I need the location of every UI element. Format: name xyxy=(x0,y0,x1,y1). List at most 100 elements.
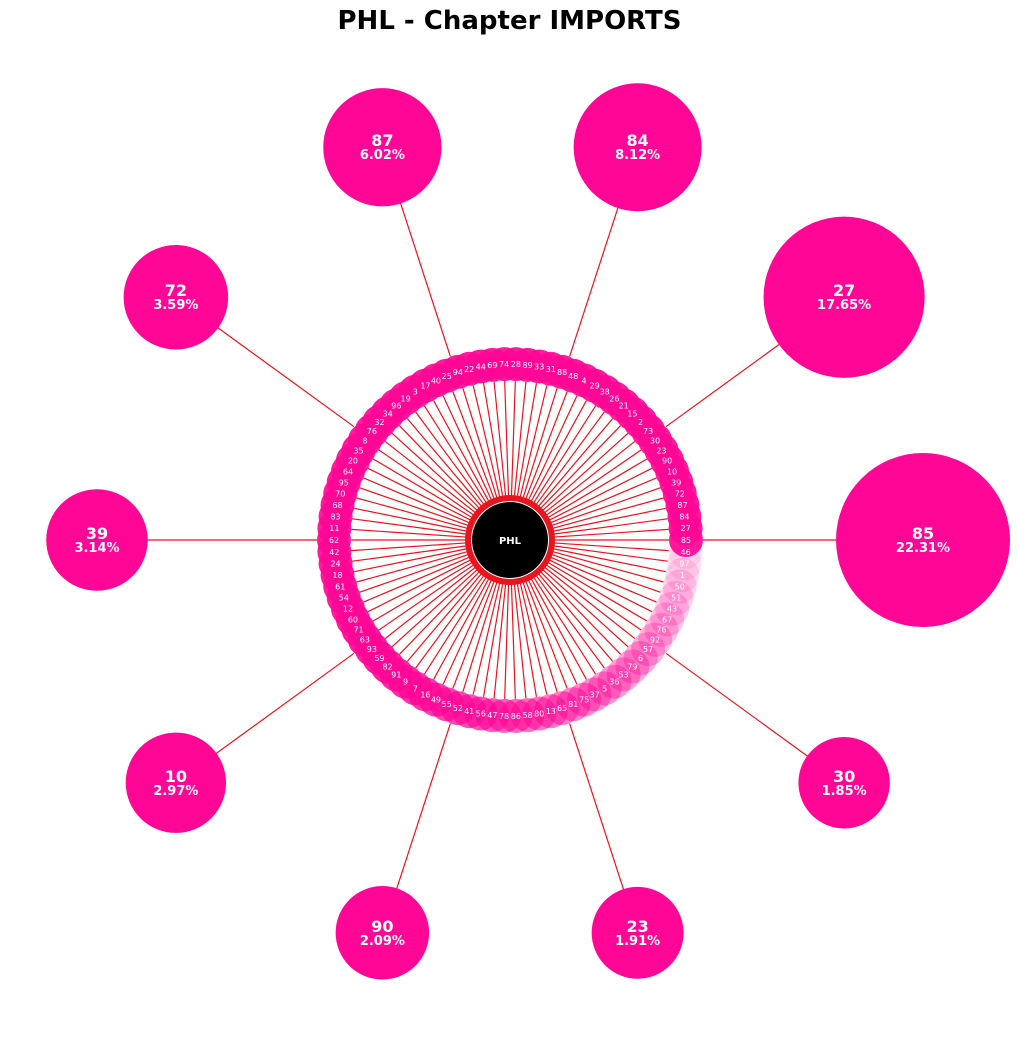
ring-bubble-label: 27 xyxy=(681,524,691,533)
ring-bubble-label: 89 xyxy=(523,361,533,370)
ring-bubble-label: 3 xyxy=(413,388,418,397)
ring-spoke xyxy=(356,497,470,530)
ring-bubble-label: 43 xyxy=(667,605,677,614)
top-chapter-code: 27 xyxy=(833,281,855,300)
ring-spoke xyxy=(550,497,664,530)
top-chapter-share: 3.14% xyxy=(74,541,119,556)
ring-spoke xyxy=(538,569,621,655)
ring-bubble-label: 50 xyxy=(675,582,685,591)
top-chapter-share: 1.91% xyxy=(615,934,660,949)
ring-bubble-label: 11 xyxy=(329,524,339,533)
spokes-group xyxy=(97,147,923,933)
ring-bubble-label: 22 xyxy=(464,365,474,374)
ring-spoke xyxy=(548,555,657,603)
ring-spoke xyxy=(472,385,501,500)
ring-bubble-label: 7 xyxy=(413,684,418,693)
ring-bubble-label: 83 xyxy=(330,513,340,522)
ring-bubble-label: 76 xyxy=(367,427,377,436)
ring-bubble-label: 52 xyxy=(453,704,463,713)
ring-bubble-label: 56 xyxy=(476,710,486,719)
ring-bubble xyxy=(665,558,700,593)
ring-spoke xyxy=(527,577,578,685)
ring-bubble xyxy=(623,641,658,676)
ring-bubble-label: 32 xyxy=(374,418,384,427)
ring-bubble xyxy=(606,657,641,692)
ring-bubble xyxy=(577,677,612,712)
top-chapter-bubble: 301.85% xyxy=(798,737,890,829)
ring-spoke xyxy=(536,418,614,509)
ring-bubble xyxy=(545,691,580,726)
ring-bubble xyxy=(597,664,632,699)
ring-spoke xyxy=(372,560,475,622)
top-chapter-bubble: 848.12% xyxy=(573,83,702,212)
top-chapter-bubble: 902.09% xyxy=(335,886,430,980)
ring-spoke xyxy=(551,542,669,552)
ring-bubble-label: 48 xyxy=(568,372,578,381)
top-chapter-circle xyxy=(591,886,684,979)
ring-spoke xyxy=(551,547,666,573)
top-chapter-circle xyxy=(123,244,229,350)
ring-bubble-label: 36 xyxy=(609,678,619,687)
ring-bubble-label: 20 xyxy=(348,457,358,466)
ring-bubble-label: 87 xyxy=(677,501,687,510)
ring-bubble-label: 28 xyxy=(511,360,521,369)
ring-bubble-label: 91 xyxy=(391,670,401,679)
ring-spoke xyxy=(527,395,578,503)
ring-bubble-label: 6 xyxy=(638,654,643,663)
ring-bubble-label: 34 xyxy=(383,409,393,418)
ring-bubble-label: 80 xyxy=(534,710,544,719)
ring-bubble-label: 61 xyxy=(335,582,345,591)
top-chapter-circle xyxy=(323,88,442,207)
ring-bubble-label: 12 xyxy=(343,605,353,614)
ring-bubble-label: 78 xyxy=(499,712,509,721)
ring-bubble-label: 5 xyxy=(602,684,607,693)
ring-bubble-label: 54 xyxy=(339,594,349,603)
ring-spoke xyxy=(415,411,486,507)
ring-spoke xyxy=(351,542,469,552)
ring-spoke xyxy=(423,575,488,675)
ring-bubble xyxy=(655,591,690,626)
top-chapter-code: 85 xyxy=(912,524,934,543)
ring-spoke xyxy=(545,458,648,520)
ring-bubble-label: 55 xyxy=(442,700,452,709)
ring-spoke xyxy=(542,565,636,640)
ring-spoke xyxy=(378,449,476,517)
ring-spoke xyxy=(406,418,484,509)
top-chapter-code: 87 xyxy=(371,131,393,150)
ring-spoke xyxy=(540,567,629,648)
top-chapter-share: 3.59% xyxy=(153,298,198,313)
ring-bubble xyxy=(662,569,697,604)
ring-spoke xyxy=(359,487,471,527)
ring-spoke xyxy=(521,387,558,501)
ring-bubble-label: 35 xyxy=(353,446,363,455)
ring-bubble-label: 39 xyxy=(671,478,681,487)
ring-bubble-label: 81 xyxy=(568,700,578,709)
top-chapter-circle xyxy=(836,453,1010,627)
ring-spoke xyxy=(391,567,480,648)
ring-spoke xyxy=(363,555,472,603)
ring-spoke xyxy=(433,576,491,680)
ring-bubble-label: 37 xyxy=(589,690,599,699)
ring-spoke xyxy=(356,550,470,583)
ring-spoke xyxy=(391,432,480,513)
ring-bubble-label: 90 xyxy=(662,457,672,466)
ring-spoke xyxy=(542,440,636,515)
top-chapter-bubble: 231.91% xyxy=(591,886,684,979)
ring-spoke xyxy=(384,440,478,515)
ring-bubble xyxy=(667,546,702,581)
ring-bubble-label: 23 xyxy=(656,446,666,455)
ring-bubble-label: 4 xyxy=(582,376,587,385)
ring-bubble-label: 70 xyxy=(335,490,345,499)
ring-spoke xyxy=(534,573,605,669)
top-chapter-share: 2.97% xyxy=(153,784,198,799)
ring-bubble-label: 16 xyxy=(420,690,430,699)
ring-spoke xyxy=(551,545,668,562)
top-chapter-share: 6.02% xyxy=(360,148,405,163)
ring-bubble-label: 1 xyxy=(680,571,685,580)
ring-spoke xyxy=(549,553,661,593)
ring-bubble xyxy=(668,534,703,569)
ring-bubble-label: 15 xyxy=(627,409,637,418)
ring-bubble-label: 60 xyxy=(348,615,358,624)
ring-spoke xyxy=(452,578,496,689)
